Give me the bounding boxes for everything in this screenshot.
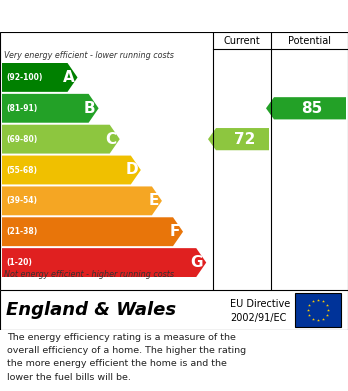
- Text: 85: 85: [301, 101, 323, 116]
- Polygon shape: [2, 217, 183, 246]
- Polygon shape: [2, 248, 206, 277]
- Text: F: F: [169, 224, 180, 239]
- Polygon shape: [266, 97, 346, 119]
- Text: (21-38): (21-38): [6, 227, 37, 236]
- Text: D: D: [125, 163, 138, 178]
- Polygon shape: [208, 128, 269, 150]
- Text: (1-20): (1-20): [6, 258, 32, 267]
- Text: The energy efficiency rating is a measure of the
overall efficiency of a home. T: The energy efficiency rating is a measur…: [7, 333, 246, 382]
- Polygon shape: [2, 63, 78, 92]
- Text: Current: Current: [224, 36, 260, 45]
- Text: A: A: [63, 70, 74, 85]
- Text: (81-91): (81-91): [6, 104, 37, 113]
- Text: Potential: Potential: [288, 36, 331, 45]
- Polygon shape: [2, 125, 120, 154]
- Text: 2002/91/EC: 2002/91/EC: [230, 313, 286, 323]
- Text: Energy Efficiency Rating: Energy Efficiency Rating: [9, 9, 211, 23]
- Text: England & Wales: England & Wales: [6, 301, 176, 319]
- Text: (39-54): (39-54): [6, 196, 37, 205]
- Bar: [295, 293, 341, 327]
- Text: B: B: [84, 101, 96, 116]
- Text: Not energy efficient - higher running costs: Not energy efficient - higher running co…: [4, 270, 174, 279]
- Polygon shape: [2, 94, 98, 123]
- Text: 72: 72: [234, 132, 255, 147]
- Text: (55-68): (55-68): [6, 165, 37, 174]
- Text: E: E: [149, 194, 159, 208]
- Text: C: C: [105, 132, 117, 147]
- Text: EU Directive: EU Directive: [230, 299, 290, 309]
- Text: Very energy efficient - lower running costs: Very energy efficient - lower running co…: [4, 51, 174, 60]
- Text: (69-80): (69-80): [6, 135, 37, 143]
- Text: G: G: [191, 255, 203, 270]
- Polygon shape: [2, 156, 141, 185]
- Text: (92-100): (92-100): [6, 73, 42, 82]
- Polygon shape: [2, 187, 162, 215]
